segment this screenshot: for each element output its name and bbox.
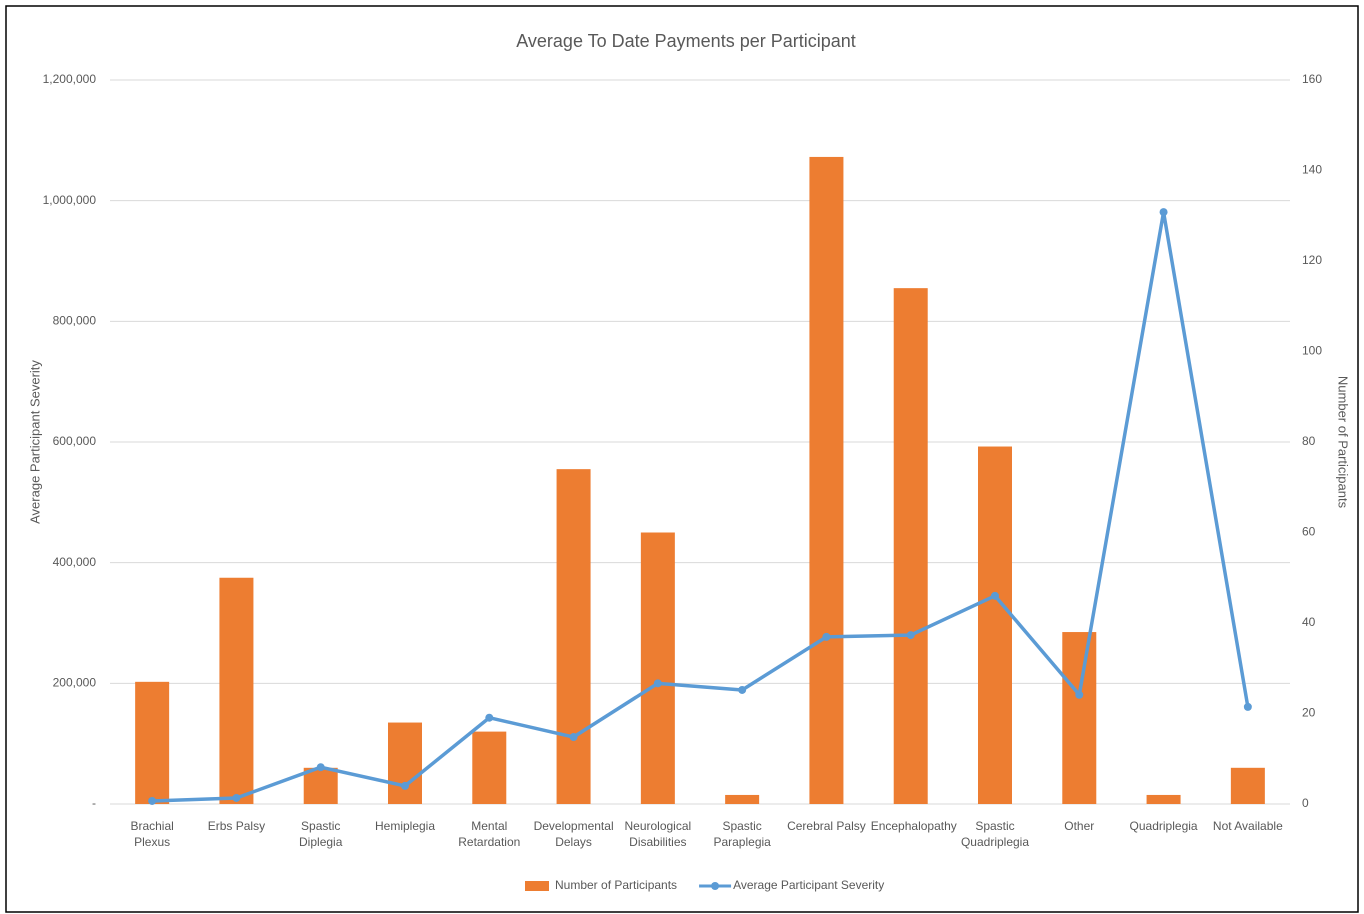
y-tick-label: 800,000 bbox=[53, 314, 97, 328]
bar bbox=[809, 156, 844, 805]
legend-marker bbox=[711, 882, 720, 890]
line-marker bbox=[1159, 208, 1168, 217]
y2-tick-label: 40 bbox=[1302, 615, 1316, 629]
y2-tick-label: 120 bbox=[1302, 253, 1322, 267]
line-marker bbox=[316, 763, 325, 772]
x-tick-label: Hemiplegia bbox=[374, 819, 436, 833]
y2-tick-label: 0 bbox=[1302, 796, 1309, 810]
x-tick-label: Quadriplegia bbox=[1129, 819, 1198, 833]
x-tick-label: Erbs Palsy bbox=[207, 819, 266, 833]
bar bbox=[135, 681, 170, 804]
bar bbox=[472, 731, 507, 804]
line-marker bbox=[232, 793, 241, 802]
line-marker bbox=[569, 733, 578, 742]
line-marker bbox=[822, 632, 831, 641]
y2-tick-label: 20 bbox=[1302, 706, 1316, 720]
y2-axis-title: Number of Participants bbox=[1336, 376, 1351, 509]
x-tick-label: Mental Retardation bbox=[458, 819, 521, 849]
x-tick-label: Cerebral Palsy bbox=[787, 819, 866, 833]
y-tick-label: 1,200,000 bbox=[43, 72, 97, 86]
line-marker bbox=[401, 781, 409, 790]
bar bbox=[1230, 767, 1265, 804]
legend-label: Number of Participants bbox=[555, 878, 677, 892]
x-tick-label: Spastic Diplegia bbox=[299, 819, 343, 849]
bar bbox=[1146, 794, 1181, 804]
bar bbox=[388, 722, 422, 804]
y-tick-label: 600,000 bbox=[53, 434, 97, 448]
x-tick-label: Neurological Disabilities bbox=[624, 819, 692, 849]
y-tick-label: - bbox=[92, 796, 96, 810]
bar bbox=[1062, 632, 1097, 804]
line-marker bbox=[148, 796, 157, 805]
y2-tick-label: 100 bbox=[1302, 344, 1322, 358]
x-tick-label: Developmental Delays bbox=[533, 819, 614, 849]
bar bbox=[556, 469, 591, 804]
chart-frame bbox=[5, 5, 1359, 913]
line-marker bbox=[738, 685, 747, 694]
y-tick-label: 400,000 bbox=[53, 555, 97, 569]
x-tick-label: Brachial Plexus bbox=[130, 819, 174, 849]
x-tick-label: Encephalopathy bbox=[870, 819, 957, 833]
x-tick-label: Spastic Paraplegia bbox=[713, 819, 771, 849]
y2-tick-label: 80 bbox=[1302, 434, 1316, 448]
line-marker bbox=[485, 713, 494, 722]
line-marker bbox=[991, 591, 999, 600]
bar bbox=[640, 532, 675, 804]
bar bbox=[978, 446, 1012, 804]
line bbox=[152, 210, 1250, 803]
line-marker bbox=[906, 631, 915, 640]
y2-tick-label: 60 bbox=[1302, 525, 1316, 539]
x-tick-label: Not Available bbox=[1212, 819, 1283, 833]
y-tick-label: 200,000 bbox=[53, 676, 97, 690]
line-marker bbox=[653, 679, 662, 688]
y-axis-title: Average Participant Severity bbox=[27, 360, 42, 524]
chart-title: Average To Date Payments per Participant bbox=[516, 31, 856, 51]
line-marker bbox=[1075, 690, 1084, 699]
y2-tick-label: 160 bbox=[1302, 72, 1322, 86]
bar bbox=[219, 577, 254, 804]
line-marker bbox=[1243, 702, 1252, 711]
y-tick-label: 1,000,000 bbox=[43, 193, 97, 207]
y2-tick-label: 140 bbox=[1302, 163, 1322, 177]
x-tick-label: Other bbox=[1064, 819, 1095, 833]
bar bbox=[893, 288, 928, 804]
legend-label: Average Participant Severity bbox=[733, 878, 884, 892]
x-tick-label: Spastic Quadriplegia bbox=[960, 819, 1030, 849]
bar bbox=[303, 767, 338, 804]
legend-swatch bbox=[525, 881, 549, 891]
bar bbox=[725, 794, 760, 804]
